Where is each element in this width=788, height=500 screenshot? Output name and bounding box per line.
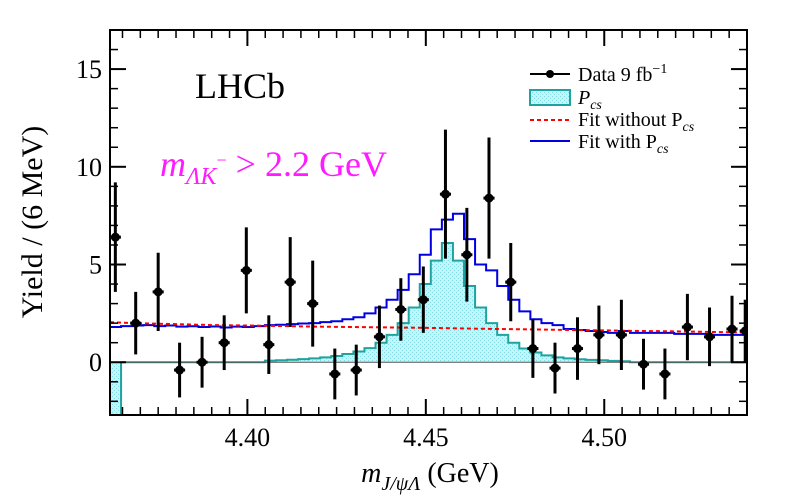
x-tick-label: 4.45 xyxy=(403,423,449,452)
data-point xyxy=(739,299,747,363)
legend-fit-without-label: Fit without Pcs xyxy=(578,109,695,135)
x-tick-label: 4.50 xyxy=(582,423,628,452)
x-tick-label: 4.40 xyxy=(225,423,271,452)
data-point xyxy=(110,182,121,292)
selection-label: mΛK− > 2.2 GeV xyxy=(160,144,387,190)
data-point-marker xyxy=(616,330,626,340)
data-point-marker xyxy=(740,326,747,336)
axis-ticks: 0 5 10 15 4.40 4.45 4.50 xyxy=(76,30,748,452)
data-point xyxy=(615,299,627,371)
data-point-marker xyxy=(110,232,120,242)
pcs-fill xyxy=(110,243,747,415)
fit-without-pcs-curve xyxy=(110,321,747,334)
data-point xyxy=(659,348,671,400)
data-point xyxy=(527,319,539,378)
legend-entry-fit-without: Fit without Pcs xyxy=(530,109,695,135)
legend-fit-with-label: Fit with Pcs xyxy=(578,131,669,157)
pcs-outline xyxy=(120,242,747,415)
data-point xyxy=(395,278,407,341)
data-point-marker xyxy=(131,318,141,328)
data-point xyxy=(681,293,693,361)
data-point xyxy=(461,207,473,302)
data-point xyxy=(174,342,186,398)
data-point-marker xyxy=(241,265,251,275)
data-point xyxy=(549,342,561,394)
data-point xyxy=(284,237,296,328)
data-point xyxy=(439,129,451,259)
y-tick-label: 5 xyxy=(89,251,102,280)
data-point xyxy=(130,291,142,355)
data-point-marker xyxy=(484,193,494,203)
data-point-marker xyxy=(682,322,692,332)
x-label-sub: J/ψΛ xyxy=(381,473,420,495)
legend-pcs-swatch xyxy=(529,89,571,106)
selection-rest: > 2.2 GeV xyxy=(227,144,387,184)
data-point-marker xyxy=(285,277,295,287)
data-point xyxy=(263,315,275,374)
selection-m: m xyxy=(160,144,186,184)
x-axis-label: mJ/ψΛ (GeV) xyxy=(361,458,499,495)
data-point xyxy=(417,266,429,333)
data-point xyxy=(240,227,252,314)
data-point xyxy=(152,252,164,331)
y-tick-label: 0 xyxy=(89,348,102,377)
data-point-marker xyxy=(264,340,274,350)
data-point-marker xyxy=(330,369,340,379)
y-tick-label: 15 xyxy=(76,55,102,84)
selection-sub: ΛK xyxy=(184,164,218,190)
data-point-marker xyxy=(506,277,516,287)
data-point-marker xyxy=(153,287,163,297)
y-axis-label: Yield / (6 MeV) xyxy=(16,126,49,318)
data-point-marker xyxy=(705,332,715,342)
x-label-m: m xyxy=(361,458,381,489)
data-point-marker xyxy=(727,324,737,334)
selection-sup: − xyxy=(217,150,227,170)
plot-area xyxy=(110,129,747,415)
data-point-marker xyxy=(308,299,318,309)
data-point-marker xyxy=(639,359,649,369)
data-point xyxy=(726,295,738,363)
plot-frame xyxy=(109,29,748,416)
legend-data-marker xyxy=(546,70,554,78)
data-point-marker xyxy=(351,365,361,375)
data-point xyxy=(505,243,517,322)
data-point xyxy=(196,336,208,388)
legend-pcs-label: Pcs xyxy=(577,87,602,113)
data-point-marker xyxy=(219,338,229,348)
legend-entry-pcs: Pcs xyxy=(529,87,602,113)
data-point-marker xyxy=(374,332,384,342)
legend-data-label: Data 9 fb−1 xyxy=(578,62,667,86)
y-tick-label: 10 xyxy=(76,153,102,182)
data-point-marker xyxy=(396,304,406,314)
data-point-marker xyxy=(660,369,670,379)
legend: Data 9 fb−1 Pcs Fit without Pcs Fit with… xyxy=(529,62,695,157)
data-point xyxy=(329,348,341,400)
data-point xyxy=(637,338,650,390)
data-point xyxy=(593,305,605,365)
experiment-label: LHCb xyxy=(195,66,285,106)
data-point-marker xyxy=(418,295,428,305)
data-point-marker xyxy=(594,330,604,340)
data-point xyxy=(571,317,584,380)
data-point xyxy=(218,315,230,371)
data-point-marker xyxy=(462,250,472,260)
legend-entry-data: Data 9 fb−1 xyxy=(530,62,667,86)
data-point-marker xyxy=(197,357,207,367)
data-point-marker xyxy=(572,344,582,354)
x-label-unit: (GeV) xyxy=(420,458,499,489)
data-point xyxy=(350,344,362,396)
data-point-marker xyxy=(175,365,185,375)
data-point xyxy=(703,307,716,367)
data-point xyxy=(483,137,495,259)
data-point-marker xyxy=(550,363,560,373)
data-point-marker xyxy=(440,189,450,199)
legend-entry-fit-with: Fit with Pcs xyxy=(530,131,669,157)
data-point xyxy=(373,305,385,369)
data-point-marker xyxy=(528,344,538,354)
data-point xyxy=(307,260,319,347)
